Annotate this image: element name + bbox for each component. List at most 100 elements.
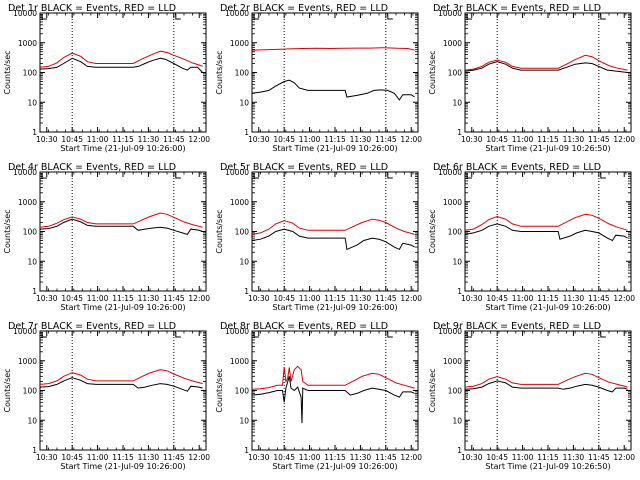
events-series-line <box>464 380 628 393</box>
y-tick-label: 10000 <box>438 9 462 18</box>
y-tick-label: 10 <box>452 98 462 107</box>
x-tick-label: 10:30 <box>461 453 483 462</box>
x-tick-label: 11:30 <box>563 453 585 462</box>
y-tick-label: 100 <box>448 228 463 237</box>
interval-marker <box>600 173 606 179</box>
y-axis-label: Counts/sec <box>215 368 224 412</box>
interval-marker <box>175 14 181 20</box>
x-tick-label: 10:45 <box>486 135 508 144</box>
plot-panel: Det 7r BLACK = Events, RED = LLD 1 10 100 10… <box>3 321 210 471</box>
x-tick-label: 11:15 <box>324 135 346 144</box>
x-tick-label: 11:30 <box>138 453 160 462</box>
x-tick-label: 10:30 <box>248 294 270 303</box>
plot-panel: Det 1r BLACK = Events, RED = LLD 1 10 100 10… <box>3 3 210 153</box>
interval-marker <box>41 14 47 20</box>
y-tick-label: 1 <box>244 287 249 296</box>
y-tick-label: 10 <box>27 98 37 107</box>
y-tick-label: 10000 <box>225 9 249 18</box>
y-tick-label: 100 <box>23 228 38 237</box>
y-tick-label: 1 <box>457 446 462 455</box>
x-tick-label: 11:00 <box>299 135 321 144</box>
x-tick-label: 11:15 <box>537 135 559 144</box>
x-tick-label: 10:30 <box>248 135 270 144</box>
y-tick-label: 1000 <box>230 198 249 207</box>
lld-series-line <box>464 54 628 71</box>
x-tick-label: 12:00 <box>400 453 422 462</box>
x-axis-label: Start Time (21-Jul-09 10:26:00) <box>60 144 185 153</box>
y-tick-label: 10000 <box>438 168 462 177</box>
y-tick-label: 100 <box>235 69 250 78</box>
x-tick-label: 11:00 <box>512 135 534 144</box>
plot-panel: Det 4r BLACK = Events, RED = LLD 1 10 100 10… <box>3 162 210 312</box>
x-tick-label: 12:00 <box>400 135 422 144</box>
y-tick-label: 100 <box>23 69 38 78</box>
events-series-line <box>251 228 415 251</box>
interval-marker <box>600 332 606 338</box>
x-axis-label: Start Time (21-Jul-09 10:26:00) <box>272 303 397 312</box>
x-axis-label: Start Time (21-Jul-09 10:26:00) <box>272 144 397 153</box>
plot-panel: Det 5r BLACK = Events, RED = LLD 1 10 100 10… <box>215 162 422 312</box>
x-tick-label: 10:45 <box>61 135 83 144</box>
interval-marker <box>253 173 259 179</box>
x-tick-label: 11:30 <box>350 294 372 303</box>
x-tick-label: 11:15 <box>537 294 559 303</box>
y-tick-label: 10000 <box>13 168 37 177</box>
y-tick-label: 10000 <box>13 9 37 18</box>
y-tick-label: 10000 <box>225 168 249 177</box>
panel-title: Det 4r BLACK = Events, RED = LLD <box>8 162 176 173</box>
events-series-line <box>251 79 415 101</box>
x-tick-label: 10:30 <box>36 294 58 303</box>
panel-title: Det 3r BLACK = Events, RED = LLD <box>433 3 601 14</box>
x-tick-label: 11:00 <box>87 453 109 462</box>
y-tick-label: 10 <box>239 98 249 107</box>
x-tick-label: 11:15 <box>112 294 134 303</box>
x-tick-label: 11:45 <box>375 135 397 144</box>
y-tick-label: 1000 <box>443 39 462 48</box>
interval-marker <box>466 173 472 179</box>
panel-title: Det 8r BLACK = Events, RED = LLD <box>220 321 388 332</box>
lld-series-line <box>39 50 203 68</box>
lld-series-line <box>464 372 628 388</box>
y-tick-label: 100 <box>23 387 38 396</box>
x-axis-label: Start Time (21-Jul-09 10:26:00) <box>60 462 185 471</box>
y-axis-label: Counts/sec <box>428 368 437 412</box>
y-tick-label: 10 <box>239 257 249 266</box>
x-tick-label: 10:45 <box>486 453 508 462</box>
x-tick-label: 11:00 <box>87 135 109 144</box>
interval-marker <box>175 332 181 338</box>
y-tick-label: 1000 <box>230 357 249 366</box>
x-tick-label: 11:00 <box>87 294 109 303</box>
x-tick-label: 11:15 <box>324 453 346 462</box>
x-tick-label: 10:45 <box>61 453 83 462</box>
interval-marker <box>253 332 259 338</box>
y-tick-label: 1000 <box>443 198 462 207</box>
x-tick-label: 11:15 <box>112 135 134 144</box>
y-tick-label: 100 <box>448 387 463 396</box>
y-tick-label: 1 <box>244 128 249 137</box>
x-axis-label: Start Time (21-Jul-09 10:26:00) <box>485 303 610 312</box>
lld-series-line <box>39 369 203 385</box>
x-tick-label: 12:00 <box>613 135 635 144</box>
y-tick-label: 1 <box>32 446 37 455</box>
interval-marker <box>600 14 606 20</box>
x-tick-label: 11:45 <box>588 294 610 303</box>
interval-marker <box>387 332 393 338</box>
x-tick-label: 12:00 <box>188 453 210 462</box>
y-tick-label: 1000 <box>18 39 37 48</box>
x-tick-label: 10:45 <box>486 294 508 303</box>
panel-title: Det 9r BLACK = Events, RED = LLD <box>433 321 601 332</box>
interval-marker <box>466 14 472 20</box>
plot-frame <box>39 171 207 292</box>
x-tick-label: 11:00 <box>512 453 534 462</box>
x-tick-label: 10:45 <box>273 453 295 462</box>
panel-title: Det 7r BLACK = Events, RED = LLD <box>8 321 176 332</box>
plot-frame <box>39 330 207 451</box>
events-series-line <box>39 57 203 73</box>
x-tick-label: 12:00 <box>613 453 635 462</box>
interval-marker <box>41 173 47 179</box>
y-tick-label: 1000 <box>443 357 462 366</box>
y-tick-label: 1 <box>457 128 462 137</box>
interval-marker <box>466 332 472 338</box>
y-tick-label: 10000 <box>225 327 249 336</box>
x-tick-label: 10:30 <box>461 294 483 303</box>
